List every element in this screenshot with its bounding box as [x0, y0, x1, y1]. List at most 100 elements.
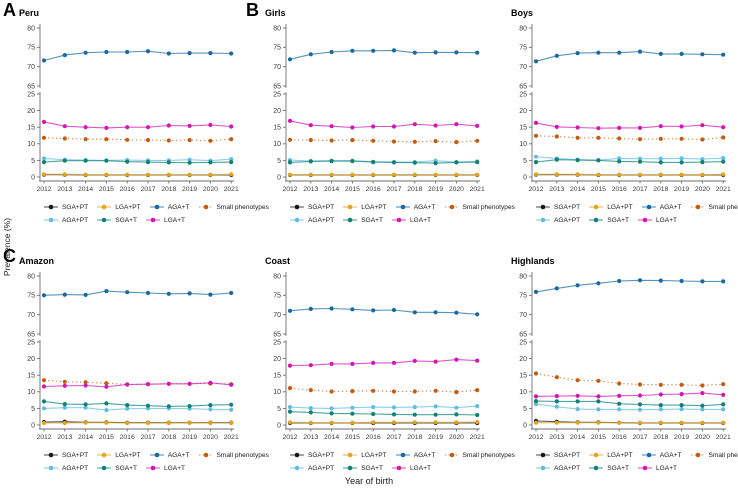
legend-item-sga-pt: SGA+PT — [536, 451, 580, 459]
legend-label: SGA+PT — [308, 451, 335, 459]
data-point-lga-t — [721, 392, 726, 397]
series-line-sga-t — [289, 160, 478, 164]
legend-item-aga-pt: AGA+PT — [44, 216, 88, 224]
series-line-sga-t — [289, 411, 478, 416]
data-point-small-phenotypes — [721, 135, 726, 140]
legend-row: SGA+PT LGA+PT AGA+T Small phenotypes — [290, 451, 515, 459]
data-point-small-phenotypes — [104, 137, 109, 142]
x-axis-label: Year of birth — [344, 476, 394, 486]
x-tick-label: 2021 — [716, 434, 731, 441]
x-tick-label: 2012 — [36, 186, 51, 193]
data-point-small-phenotypes — [166, 138, 171, 143]
data-point-aga-pt — [391, 405, 397, 410]
data-point-lga-pt — [637, 420, 643, 425]
y-tick-label: 10 — [519, 141, 527, 148]
x-tick-label: 2019 — [182, 434, 197, 441]
x-tick-label: 2014 — [78, 434, 93, 441]
chart-title: Peru — [19, 8, 40, 18]
legend-label: SGA+T — [607, 216, 630, 224]
data-point-small-phenotypes — [412, 389, 417, 394]
y-tick-label: 20 — [273, 356, 281, 363]
data-point-lga-t — [454, 122, 459, 127]
legend-marker-icon — [536, 452, 550, 458]
data-point-lga-t — [166, 381, 171, 386]
y-tick-label: 0 — [523, 174, 527, 181]
data-point-aga-pt — [454, 405, 459, 410]
data-point-lga-pt — [83, 420, 88, 425]
x-tick-label: 2019 — [182, 186, 197, 193]
data-point-aga-pt — [371, 405, 376, 410]
legend-item-lga-pt: LGA+PT — [589, 203, 633, 211]
y-tick-label: 10 — [27, 141, 35, 148]
data-point-sga-t — [329, 411, 334, 416]
data-point-small-phenotypes — [475, 388, 480, 393]
data-point-aga-t — [596, 50, 601, 55]
y-tick-label: 15 — [27, 125, 35, 132]
legend-label: SGA+T — [607, 464, 630, 472]
legend-item-aga-t: AGA+T — [641, 203, 682, 211]
legend-label: LGA+T — [656, 464, 678, 472]
data-point-lga-t — [145, 125, 151, 130]
data-point-lga-pt — [475, 419, 480, 425]
legend-row: SGA+PT LGA+PT AGA+T Small phenotypes — [536, 203, 738, 211]
series-line-aga-t — [535, 51, 724, 62]
y-tick-label: 75 — [519, 45, 527, 52]
data-point-lga-t — [412, 122, 417, 127]
series-line-sga-t — [43, 400, 232, 407]
y-tick-label: 75 — [27, 293, 35, 300]
data-point-lga-pt — [700, 172, 705, 177]
y-tick-label: 70 — [273, 64, 281, 71]
legend-item-sga-pt: SGA+PT — [44, 203, 88, 211]
legend-marker-icon — [638, 465, 653, 471]
legend-marker-icon — [146, 217, 161, 223]
data-point-lga-t — [187, 381, 192, 386]
data-point-lga-pt — [125, 420, 130, 426]
legend-item-aga-t: AGA+T — [395, 203, 436, 211]
data-point-sga-t — [41, 399, 47, 404]
data-point-lga-pt — [350, 420, 355, 425]
data-point-small-phenotypes — [62, 136, 67, 141]
data-point-sga-t — [166, 404, 171, 409]
x-tick-label: 2021 — [224, 186, 239, 193]
data-point-sga-t — [208, 160, 213, 165]
data-point-aga-t — [187, 291, 192, 296]
y-tick-label: 10 — [273, 389, 281, 396]
series-line-lga-t — [289, 120, 478, 129]
legend-marker-icon — [343, 452, 358, 458]
legend-marker-icon — [44, 204, 58, 210]
data-point-small-phenotypes — [104, 381, 109, 386]
legend-item-sga-t: SGA+T — [589, 216, 629, 224]
data-point-lga-pt — [533, 420, 539, 425]
data-point-small-phenotypes — [533, 371, 539, 376]
data-point-sga-t — [637, 402, 643, 407]
data-point-aga-pt — [721, 407, 726, 412]
data-point-small-phenotypes — [596, 378, 601, 383]
data-point-sga-t — [454, 412, 459, 417]
legend-label: LGA+PT — [607, 203, 633, 211]
x-tick-label: 2012 — [528, 186, 543, 193]
y-tick-label: 70 — [519, 312, 527, 319]
legend-label: AGA+T — [659, 203, 682, 211]
data-point-aga-t — [308, 52, 313, 57]
y-tick-label: 10 — [27, 389, 35, 396]
x-tick-label: 2016 — [612, 186, 627, 193]
data-point-lga-pt — [371, 172, 376, 177]
data-point-lga-pt — [329, 420, 334, 425]
legend-label: AGA+PT — [554, 464, 581, 472]
legend-marker-icon — [395, 452, 410, 458]
data-point-lga-t — [596, 126, 601, 131]
data-point-lga-t — [637, 125, 643, 130]
data-point-aga-t — [637, 278, 643, 283]
data-point-lga-pt — [287, 172, 293, 177]
data-point-aga-pt — [637, 156, 643, 161]
data-point-aga-t — [617, 50, 622, 55]
y-tick-label: 0 — [277, 174, 281, 181]
data-point-aga-t — [125, 290, 130, 295]
data-point-aga-pt — [41, 406, 47, 411]
legend-label: AGA+T — [413, 451, 436, 459]
series-line-small-phenotypes — [535, 372, 724, 387]
data-point-small-phenotypes — [41, 135, 47, 140]
y-tick-label: 25 — [273, 91, 281, 98]
legend-marker-icon — [97, 452, 112, 458]
data-point-small-phenotypes — [433, 388, 438, 393]
